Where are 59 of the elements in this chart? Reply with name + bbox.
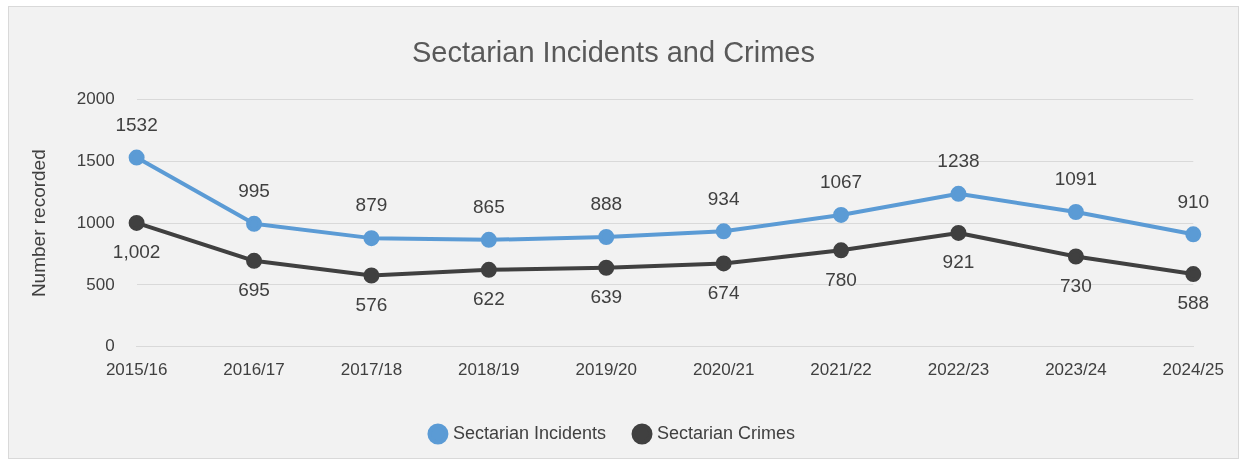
y-tick-label: 1500 xyxy=(76,151,115,171)
point xyxy=(715,223,732,240)
data-label: 921 xyxy=(942,251,975,273)
point xyxy=(1067,203,1084,220)
data-label: 1238 xyxy=(937,150,980,172)
point xyxy=(598,259,615,276)
y-tick-label: 0 xyxy=(105,336,115,356)
point xyxy=(128,214,145,231)
x-tick-label: 2019/20 xyxy=(575,360,637,380)
data-label: 639 xyxy=(590,285,623,307)
data-label: 888 xyxy=(590,193,623,215)
x-tick-label: 2021/22 xyxy=(810,360,872,380)
data-label: 910 xyxy=(1177,190,1210,212)
data-label: 879 xyxy=(355,194,388,216)
x-tick-label: 2015/16 xyxy=(105,360,168,380)
y-tick-label: 1000 xyxy=(76,212,115,232)
point xyxy=(480,231,497,248)
data-label: 865 xyxy=(472,196,505,218)
data-label: 1067 xyxy=(819,171,863,193)
x-tick-label: 2023/24 xyxy=(1045,360,1107,380)
point xyxy=(128,149,145,166)
y-tick-label: 2000 xyxy=(76,89,115,109)
point xyxy=(1185,266,1202,283)
x-tick-label: 2018/19 xyxy=(458,360,520,380)
chart-title: Sectarian Incidents and Crimes xyxy=(412,36,815,69)
data-label: 730 xyxy=(1060,274,1092,296)
data-label: 934 xyxy=(707,187,740,209)
data-label: 695 xyxy=(238,279,270,301)
point xyxy=(715,255,732,272)
point xyxy=(950,224,967,241)
legend-label: Sectarian Crimes xyxy=(657,422,796,443)
point xyxy=(950,185,967,202)
y-axis-title: Number recorded xyxy=(27,149,49,298)
point xyxy=(363,267,380,284)
legend-label: Sectarian Incidents xyxy=(452,422,607,443)
x-tick-label: 2022/23 xyxy=(927,360,990,380)
data-label: 674 xyxy=(707,281,740,303)
point xyxy=(598,229,615,246)
point xyxy=(833,206,850,223)
data-label: 1091 xyxy=(1054,168,1098,190)
x-tick-label: 2020/21 xyxy=(692,360,755,380)
data-label: 995 xyxy=(238,180,270,202)
y-tick-label: 500 xyxy=(86,274,115,294)
x-tick-label: 2016/17 xyxy=(223,360,285,380)
point xyxy=(833,242,850,259)
data-label: 780 xyxy=(825,268,857,290)
data-label: 1532 xyxy=(115,113,158,135)
data-label: 588 xyxy=(1177,292,1210,314)
point xyxy=(246,252,263,269)
x-tick-label: 2017/18 xyxy=(340,360,403,380)
point xyxy=(363,230,380,247)
data-label: 576 xyxy=(355,293,388,315)
x-tick-label: 2024/25 xyxy=(1162,360,1224,380)
data-label: 1,002 xyxy=(112,241,161,263)
point xyxy=(1185,226,1202,243)
point xyxy=(480,261,497,278)
point xyxy=(1067,248,1084,265)
data-label: 622 xyxy=(472,288,505,310)
point xyxy=(246,215,263,232)
